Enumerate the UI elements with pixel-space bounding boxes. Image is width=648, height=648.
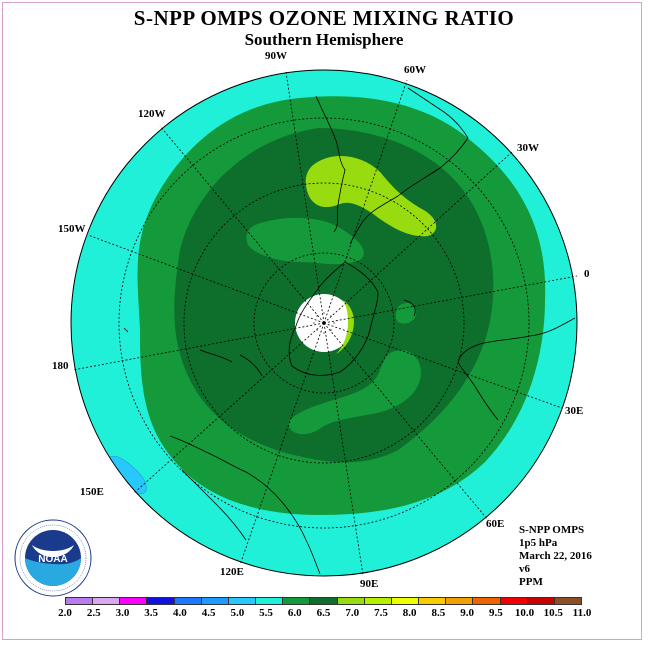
lon-label-0: 0 bbox=[584, 268, 590, 280]
colorbar-swatch bbox=[147, 598, 175, 604]
colorbar-tick-label: 10.0 bbox=[514, 607, 535, 619]
colorbar-tick-label: 11.0 bbox=[572, 607, 592, 619]
colorbar-swatch bbox=[446, 598, 474, 604]
colorbar-tick-label: 5.5 bbox=[259, 607, 273, 619]
colorbar-swatch bbox=[337, 598, 365, 604]
colorbar-tick-label: 2.0 bbox=[58, 607, 72, 619]
lon-label-180: 180 bbox=[52, 360, 69, 372]
colorbar-swatch bbox=[93, 598, 121, 604]
colorbar-swatch bbox=[473, 598, 501, 604]
map-subtitle: Southern Hemisphere bbox=[244, 30, 404, 49]
field-band-6.0-6.5-inner bbox=[288, 350, 421, 435]
colorbar-tick-label: 6.0 bbox=[287, 607, 302, 619]
noaa-logo: NOAA bbox=[14, 519, 92, 597]
graticule bbox=[72, 71, 578, 576]
colorbar-tick-label: 9.0 bbox=[460, 607, 474, 619]
lon-label-120e: 120E bbox=[220, 566, 244, 578]
field-band-6.0-6.5-inner bbox=[395, 303, 417, 324]
info-units: PPM bbox=[519, 576, 543, 588]
colorbar-tick-label: 7.5 bbox=[374, 607, 388, 619]
colorbar bbox=[65, 597, 582, 605]
colorbar-swatch bbox=[310, 598, 338, 604]
colorbar-ticks: 2.0 2.5 3.0 3.5 4.0 4.5 5.0 5.5 6.0 6.5 7.0 7.5 8.0 8… bbox=[58, 607, 591, 621]
lon-label-30e: 30E bbox=[565, 405, 584, 417]
lon-label-90w: 90W bbox=[265, 50, 287, 62]
lon-label-120w: 120W bbox=[138, 108, 166, 120]
colorbar-swatch bbox=[256, 598, 284, 604]
lon-label-30w: 30W bbox=[517, 142, 539, 154]
info-level: 1p5 hPa bbox=[519, 537, 558, 549]
coastlines bbox=[123, 87, 576, 575]
colorbar-tick-label: 7.0 bbox=[345, 607, 360, 619]
colorbar-tick-label: 4.0 bbox=[173, 607, 187, 619]
colorbar-swatch bbox=[554, 598, 581, 604]
colorbar-swatch bbox=[391, 598, 420, 604]
lon-label-60w: 60W bbox=[404, 64, 426, 76]
lon-label-90e: 90E bbox=[360, 578, 379, 590]
lon-label-60e: 60E bbox=[486, 518, 505, 530]
colorbar-swatch bbox=[201, 598, 229, 604]
info-version: v6 bbox=[519, 563, 530, 575]
colorbar-tick-label: 5.0 bbox=[230, 607, 245, 619]
product-info: S-NPP OMPS 1p5 hPa March 22, 2016 v6 PPM bbox=[519, 524, 592, 589]
info-date: March 22, 2016 bbox=[519, 550, 592, 562]
colorbar-swatch bbox=[120, 598, 148, 604]
svg-text:NOAA: NOAA bbox=[38, 554, 67, 565]
colorbar-tick-label: 6.5 bbox=[316, 607, 331, 619]
field-band-6.0-6.5-inner bbox=[246, 217, 364, 265]
colorbar-swatch bbox=[174, 598, 202, 604]
colorbar-tick-label: 3.0 bbox=[115, 607, 130, 619]
colorbar-tick-label: 2.5 bbox=[86, 607, 101, 619]
page-frame bbox=[2, 2, 642, 640]
colorbar-tick-label: 10.5 bbox=[543, 607, 563, 619]
colorbar-swatch bbox=[364, 598, 392, 604]
colorbar-tick-label: 8.5 bbox=[431, 607, 446, 619]
info-instrument: S-NPP OMPS bbox=[519, 524, 585, 536]
lon-label-150w: 150W bbox=[58, 223, 86, 235]
colorbar-swatch bbox=[66, 598, 94, 604]
colorbar-swatch bbox=[228, 598, 257, 604]
field-band-7.0-7.5 bbox=[305, 155, 437, 237]
map-boundary bbox=[70, 69, 578, 577]
map-title: S-NPP OMPS OZONE MIXING RATIO bbox=[133, 6, 515, 30]
colorbar-tick-label: 8.0 bbox=[402, 607, 417, 619]
colorbar-tick-label: 3.5 bbox=[144, 607, 159, 619]
colorbar-swatch bbox=[419, 598, 447, 604]
field-band-7.0-7.5-rim bbox=[336, 300, 354, 354]
lon-label-150e: 150E bbox=[80, 486, 104, 498]
pole-marker bbox=[313, 312, 335, 334]
colorbar-swatch bbox=[527, 598, 555, 604]
colorbar-swatch bbox=[500, 598, 528, 604]
colorbar-tick-label: 4.5 bbox=[201, 607, 216, 619]
colorbar-swatch bbox=[283, 598, 311, 604]
colorbar-tick-label: 9.5 bbox=[488, 607, 503, 619]
